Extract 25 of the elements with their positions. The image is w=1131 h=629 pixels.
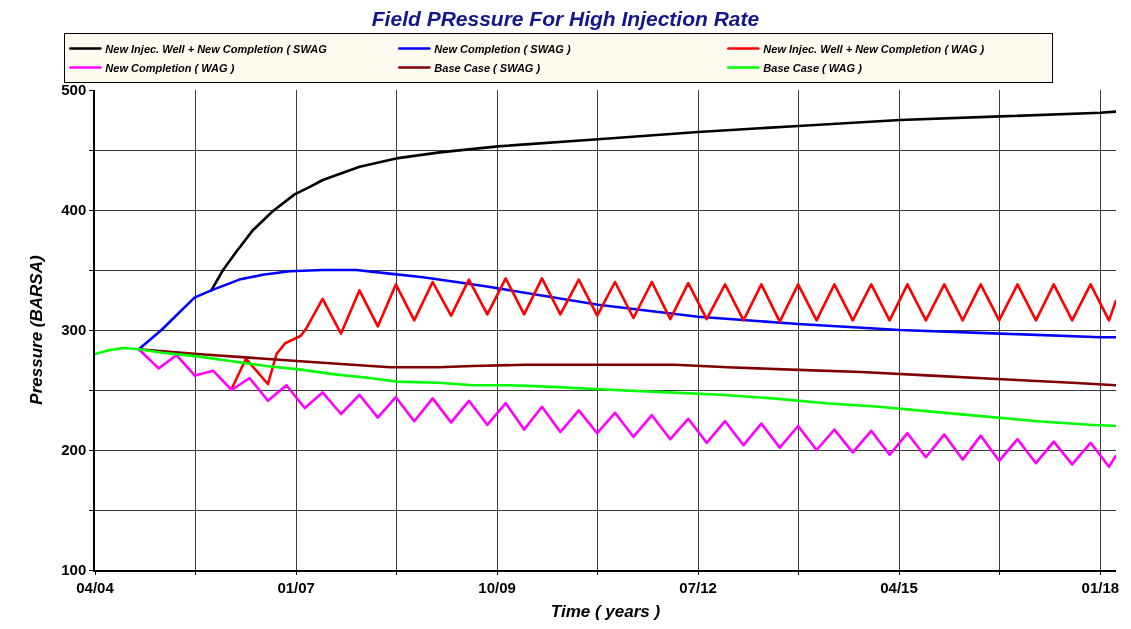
y-tick-label: 300 — [61, 321, 87, 339]
chart-title: Field PRessure For High Injection Rate — [371, 7, 760, 31]
x-axis-title: Time ( years ) — [550, 601, 661, 621]
x-tick-label: 01/18 — [1081, 578, 1120, 596]
y-tick-label: 200 — [61, 441, 87, 459]
y-tick-label: 400 — [61, 201, 87, 219]
legend-label: New Injec. Well + New Completion ( SWAG — [105, 42, 328, 55]
y-tick-label: 100 — [61, 561, 87, 579]
legend-label: Base Case ( WAG ) — [763, 61, 863, 74]
line-series — [230, 277, 1116, 391]
line-series — [137, 268, 1116, 351]
legend-label: New Completion ( WAG ) — [105, 61, 235, 74]
x-tick-label: 01/07 — [277, 578, 315, 596]
legend-label: New Injec. Well + New Completion ( WAG ) — [763, 42, 985, 55]
x-tick-label: 04/15 — [880, 578, 918, 596]
x-tick-label: 04/04 — [76, 578, 115, 596]
y-tick-label: 500 — [61, 81, 87, 99]
line-series — [209, 110, 1116, 292]
legend-label: New Completion ( SWAG ) — [434, 42, 571, 55]
line-series — [137, 347, 1116, 469]
legend-label: Base Case ( SWAG ) — [434, 61, 541, 74]
line-series — [95, 346, 1116, 428]
y-axis-title: Pressure (BARSA) — [27, 255, 47, 405]
x-tick-label: 10/09 — [478, 578, 516, 596]
x-tick-label: 07/12 — [679, 578, 717, 596]
